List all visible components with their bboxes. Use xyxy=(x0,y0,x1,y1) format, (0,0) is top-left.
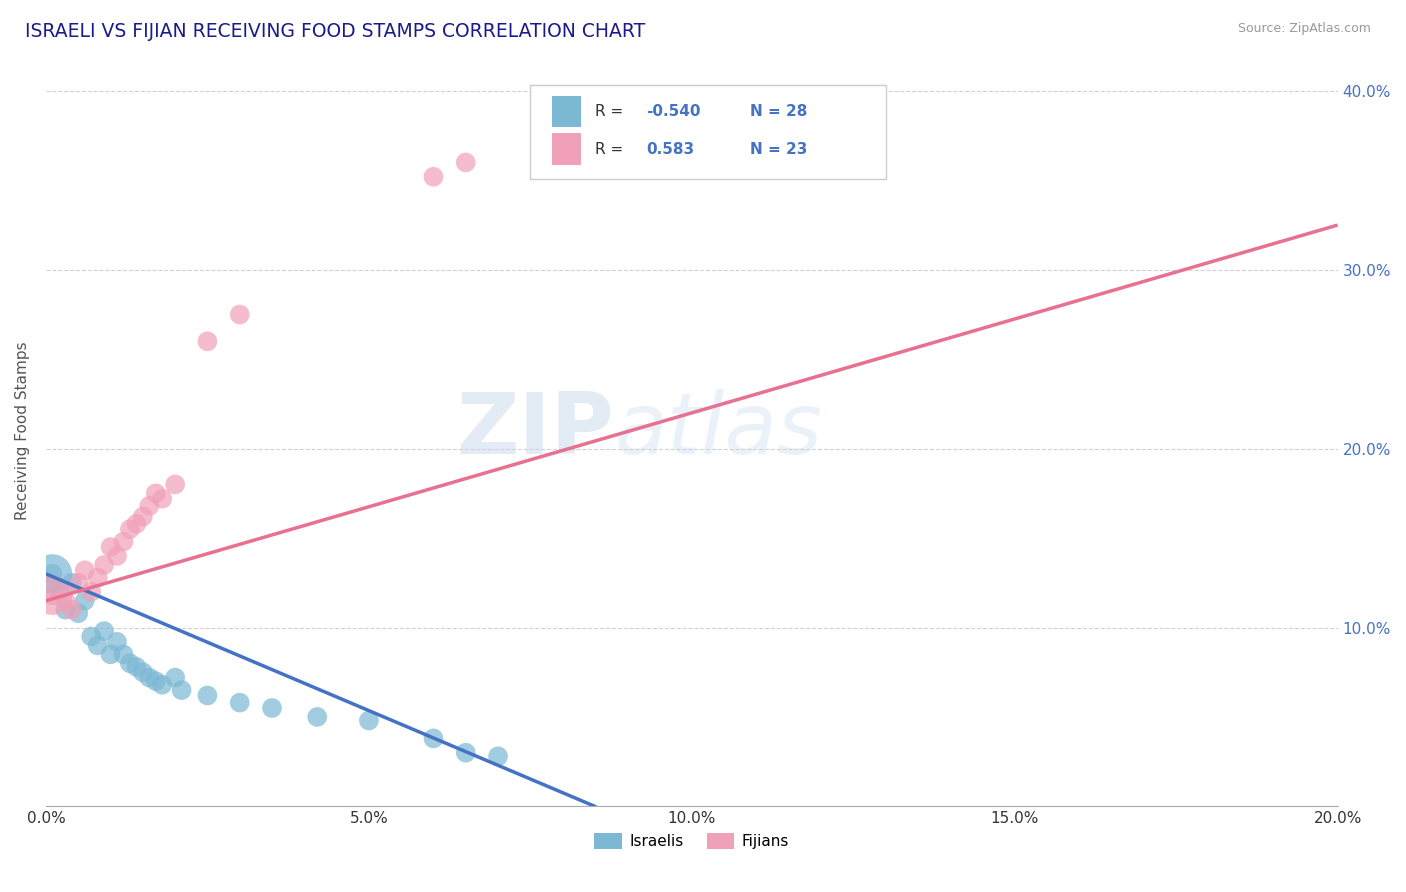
FancyBboxPatch shape xyxy=(553,133,581,165)
Text: R =: R = xyxy=(595,142,628,156)
Point xyxy=(80,630,103,644)
Y-axis label: Receiving Food Stamps: Receiving Food Stamps xyxy=(15,342,30,520)
Point xyxy=(41,566,63,581)
Point xyxy=(165,671,187,685)
Point xyxy=(48,584,70,599)
Text: Source: ZipAtlas.com: Source: ZipAtlas.com xyxy=(1237,22,1371,36)
Point xyxy=(112,648,135,662)
Point xyxy=(118,522,141,536)
Point xyxy=(105,635,128,649)
Point xyxy=(53,602,76,616)
Point xyxy=(67,575,90,590)
Point xyxy=(228,696,250,710)
Point xyxy=(53,593,76,607)
Point xyxy=(150,491,173,506)
Point xyxy=(145,486,167,500)
Point xyxy=(138,499,160,513)
Text: 0.583: 0.583 xyxy=(647,142,695,156)
Point xyxy=(454,155,477,169)
Point xyxy=(197,334,219,349)
Point xyxy=(454,746,477,760)
Point xyxy=(41,588,63,602)
Point xyxy=(112,534,135,549)
Point xyxy=(165,477,187,491)
FancyBboxPatch shape xyxy=(530,86,886,179)
Point xyxy=(132,665,155,680)
Point xyxy=(307,710,329,724)
Point xyxy=(125,516,148,531)
Text: ZIP: ZIP xyxy=(457,389,614,472)
Point xyxy=(67,606,90,620)
Text: atlas: atlas xyxy=(614,389,823,472)
Point xyxy=(357,714,380,728)
Point xyxy=(93,558,115,572)
Legend: Israelis, Fijians: Israelis, Fijians xyxy=(588,827,796,855)
Point xyxy=(118,657,141,671)
Point xyxy=(60,602,83,616)
Point xyxy=(422,731,444,746)
Point xyxy=(422,169,444,184)
Text: ISRAELI VS FIJIAN RECEIVING FOOD STAMPS CORRELATION CHART: ISRAELI VS FIJIAN RECEIVING FOOD STAMPS … xyxy=(25,22,645,41)
Point xyxy=(86,570,108,584)
Point xyxy=(41,588,63,602)
Point xyxy=(80,584,103,599)
FancyBboxPatch shape xyxy=(553,95,581,128)
Point xyxy=(228,308,250,322)
Text: R =: R = xyxy=(595,104,628,119)
Point xyxy=(100,540,122,554)
Point xyxy=(100,648,122,662)
Point xyxy=(105,549,128,563)
Point xyxy=(73,563,96,577)
Point xyxy=(41,566,63,581)
Point xyxy=(170,683,193,698)
Point xyxy=(197,689,219,703)
Text: -0.540: -0.540 xyxy=(647,104,702,119)
Point xyxy=(48,581,70,595)
Text: N = 28: N = 28 xyxy=(749,104,807,119)
Point xyxy=(486,749,509,764)
Point xyxy=(132,509,155,524)
Point xyxy=(145,674,167,689)
Text: N = 23: N = 23 xyxy=(749,142,807,156)
Point xyxy=(260,701,283,715)
Point xyxy=(150,678,173,692)
Point xyxy=(93,624,115,638)
Point xyxy=(138,671,160,685)
Point xyxy=(125,660,148,674)
Point xyxy=(60,575,83,590)
Point xyxy=(73,593,96,607)
Point xyxy=(86,639,108,653)
